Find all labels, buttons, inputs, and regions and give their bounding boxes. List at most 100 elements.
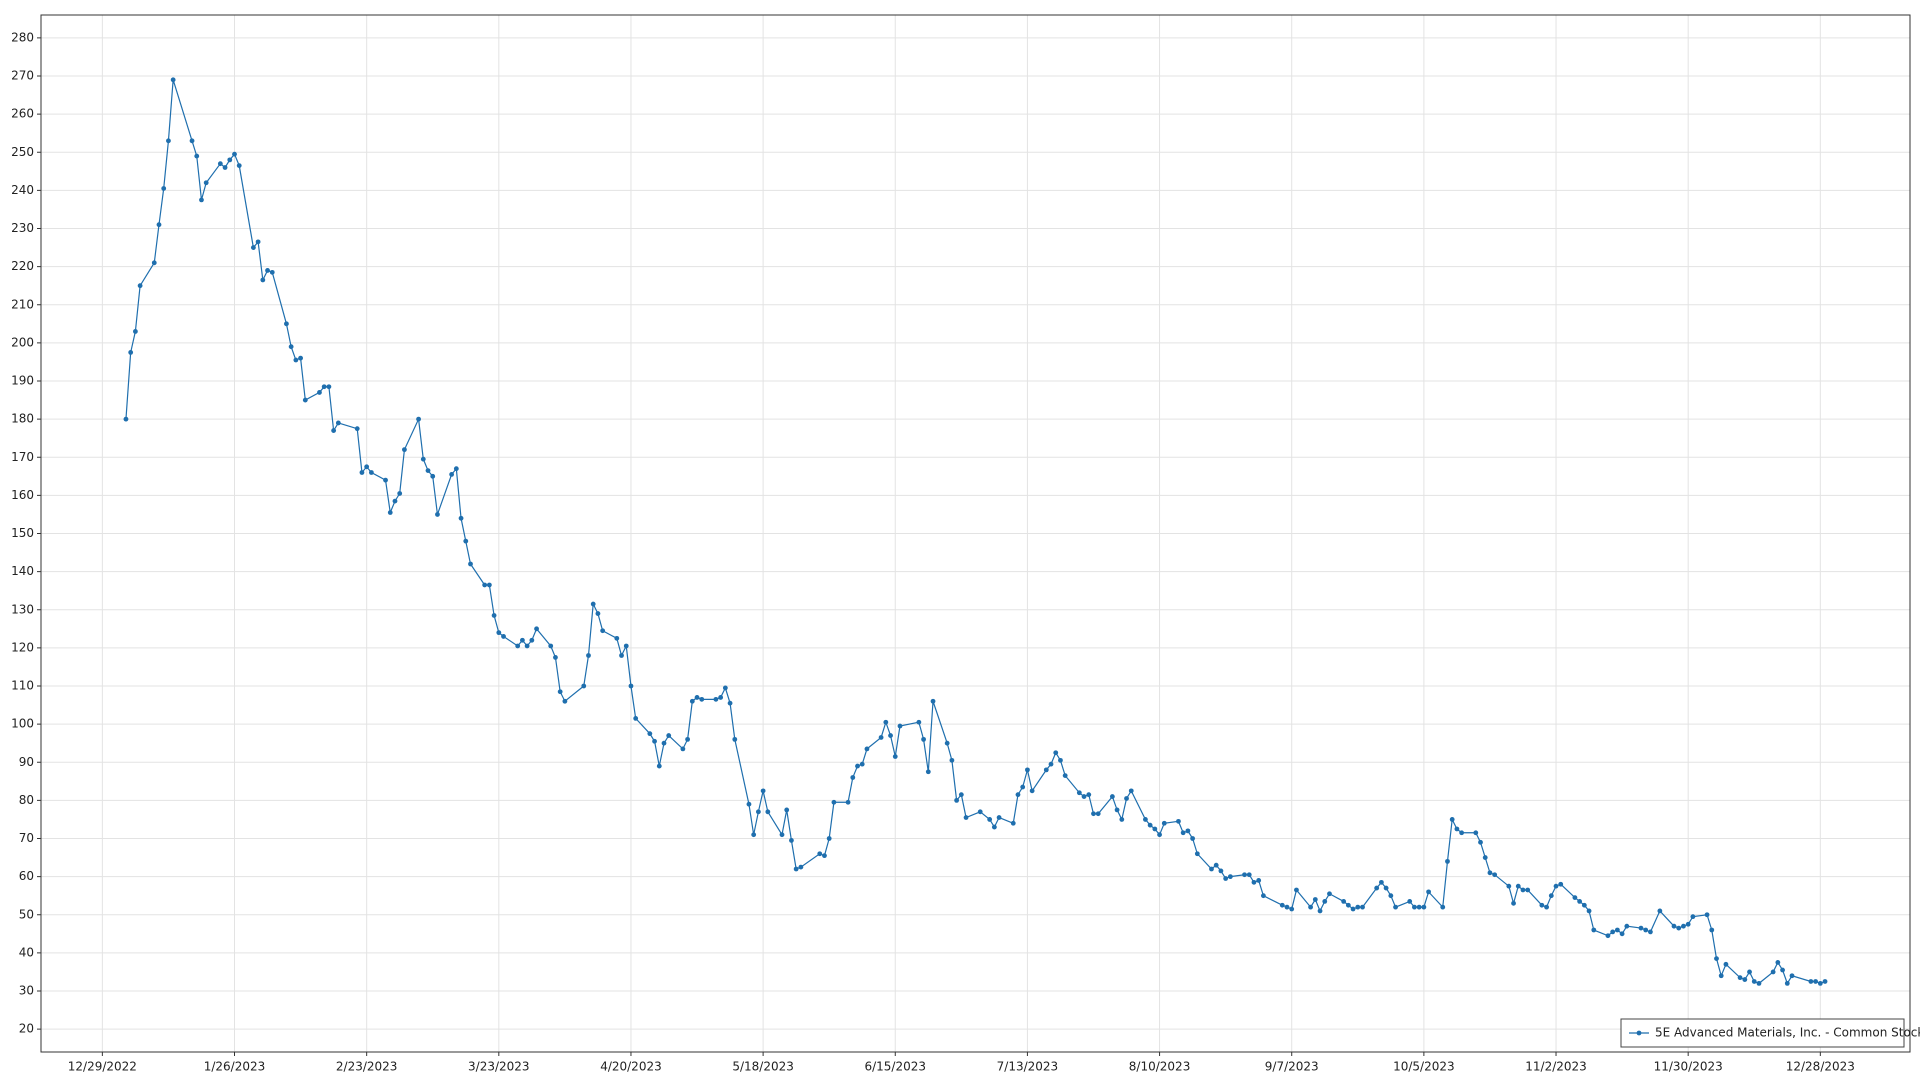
data-point	[1308, 904, 1313, 910]
data-point	[1157, 832, 1162, 838]
y-tick-label: 180	[11, 412, 34, 426]
data-point	[685, 736, 690, 742]
data-point	[755, 809, 761, 815]
data-point	[892, 754, 898, 759]
y-tick-label: 40	[19, 945, 34, 959]
data-point	[227, 157, 233, 163]
data-point	[1506, 883, 1512, 889]
data-point	[798, 864, 804, 870]
data-point	[430, 473, 436, 479]
y-tick-label: 150	[11, 526, 34, 540]
y-tick-label: 170	[11, 450, 34, 464]
data-point	[1520, 887, 1526, 893]
x-tick-label: 9/7/2023	[1265, 1060, 1319, 1074]
data-point	[553, 655, 558, 660]
data-point	[189, 138, 195, 144]
data-point	[680, 746, 686, 752]
data-point	[1756, 980, 1762, 986]
y-tick-label: 190	[11, 374, 34, 388]
data-point	[987, 817, 993, 822]
data-point	[354, 426, 360, 432]
data-point	[1770, 969, 1776, 975]
data-point	[1440, 904, 1446, 910]
data-point	[888, 733, 893, 738]
data-point	[1572, 895, 1578, 900]
data-point	[321, 384, 327, 390]
data-point	[1261, 893, 1266, 899]
data-point	[1251, 879, 1257, 885]
data-point	[123, 416, 129, 422]
data-point	[359, 470, 365, 475]
data-point	[222, 165, 228, 170]
data-point	[1058, 757, 1063, 763]
data-point	[1147, 822, 1153, 828]
x-tick-label: 1/26/2023	[204, 1060, 266, 1074]
data-point	[1539, 902, 1545, 908]
data-point	[468, 561, 473, 567]
x-tick-label: 2/23/2023	[336, 1060, 398, 1074]
data-point	[1246, 872, 1252, 878]
data-point	[1714, 956, 1719, 961]
data-point	[1128, 788, 1134, 794]
x-tick-label: 7/13/2023	[997, 1060, 1059, 1074]
data-point	[958, 792, 964, 798]
data-point	[897, 723, 903, 729]
data-point	[463, 538, 469, 544]
data-point	[623, 643, 629, 649]
data-point	[1383, 885, 1389, 891]
data-point	[1822, 979, 1828, 984]
x-tick-label: 12/28/2023	[1786, 1060, 1855, 1074]
data-point	[1548, 893, 1554, 899]
data-point	[1487, 870, 1493, 876]
data-point	[1553, 883, 1559, 889]
data-point	[1185, 828, 1191, 834]
data-point	[1586, 908, 1592, 914]
data-point	[1544, 904, 1549, 910]
data-point	[458, 515, 464, 521]
data-point	[784, 807, 790, 813]
data-point	[831, 799, 837, 805]
data-point	[713, 696, 719, 702]
data-point	[1289, 906, 1295, 912]
x-tick-label: 12/29/2022	[68, 1060, 137, 1074]
data-point	[859, 761, 865, 767]
legend-box	[1620, 1018, 1905, 1048]
data-point	[260, 277, 266, 283]
data-point	[595, 611, 601, 616]
data-point	[288, 344, 294, 350]
data-point	[534, 626, 539, 632]
data-point	[1081, 794, 1087, 799]
data-point	[751, 832, 757, 838]
plot-border	[40, 14, 1911, 1053]
data-point	[232, 151, 237, 157]
data-point	[132, 329, 138, 334]
data-point	[1751, 979, 1757, 984]
data-point	[557, 689, 563, 695]
data-point	[1180, 830, 1186, 836]
data-point	[326, 384, 332, 390]
data-point	[364, 464, 370, 470]
data-point	[453, 466, 459, 472]
data-point	[779, 832, 785, 838]
data-point	[1360, 904, 1365, 910]
x-tick-label: 11/30/2023	[1654, 1060, 1723, 1074]
y-tick-label: 260	[11, 107, 34, 121]
data-point	[1218, 868, 1224, 874]
data-point	[1648, 929, 1653, 935]
data-point	[1124, 796, 1129, 801]
data-point	[1643, 927, 1649, 933]
data-point	[855, 763, 860, 769]
data-point	[930, 698, 936, 704]
data-point	[746, 801, 752, 807]
data-point	[817, 851, 823, 857]
data-point	[1817, 980, 1823, 986]
data-point	[1327, 891, 1332, 897]
series-line	[125, 79, 1826, 985]
data-point	[1393, 904, 1398, 910]
data-point	[765, 809, 771, 815]
data-point	[1388, 893, 1394, 899]
x-tick-label: 10/5/2023	[1393, 1060, 1455, 1074]
data-point	[850, 775, 856, 780]
data-point	[482, 582, 488, 588]
